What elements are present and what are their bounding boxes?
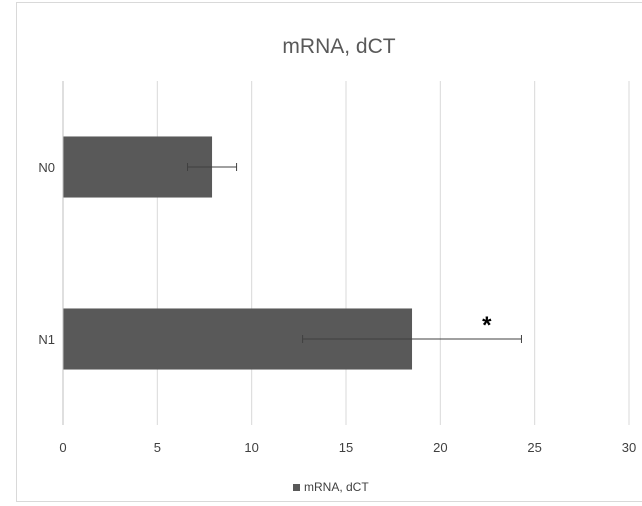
error-bars: * bbox=[187, 163, 522, 343]
legend: mRNA, dCT bbox=[293, 480, 369, 494]
legend-swatch bbox=[293, 484, 300, 491]
significance-marker-N1: * bbox=[482, 312, 492, 339]
gridlines bbox=[156, 81, 630, 425]
x-tick-label-15: 15 bbox=[339, 440, 353, 455]
category-label-N0: N0 bbox=[38, 160, 55, 175]
x-tick-label-10: 10 bbox=[244, 440, 258, 455]
bar-chart: mRNA, dCT * 0 5 10 15 20 25 30 N0 N1 mRNA, dCT bbox=[38, 35, 636, 494]
bars bbox=[63, 136, 413, 370]
x-tick-label-5: 5 bbox=[154, 440, 161, 455]
legend-label: mRNA, dCT bbox=[304, 480, 369, 494]
category-label-N1: N1 bbox=[38, 332, 55, 347]
x-tick-label-25: 25 bbox=[527, 440, 541, 455]
x-tick-label-20: 20 bbox=[433, 440, 447, 455]
chart-title: mRNA, dCT bbox=[282, 35, 395, 58]
axis: 0 5 10 15 20 25 30 N0 N1 bbox=[38, 81, 636, 455]
x-tick-label-30: 30 bbox=[622, 440, 636, 455]
chart-frame: mRNA, dCT * 0 5 10 15 20 25 30 N0 N1 mRNA, dCT bbox=[16, 2, 642, 502]
x-tick-label-0: 0 bbox=[59, 440, 66, 455]
